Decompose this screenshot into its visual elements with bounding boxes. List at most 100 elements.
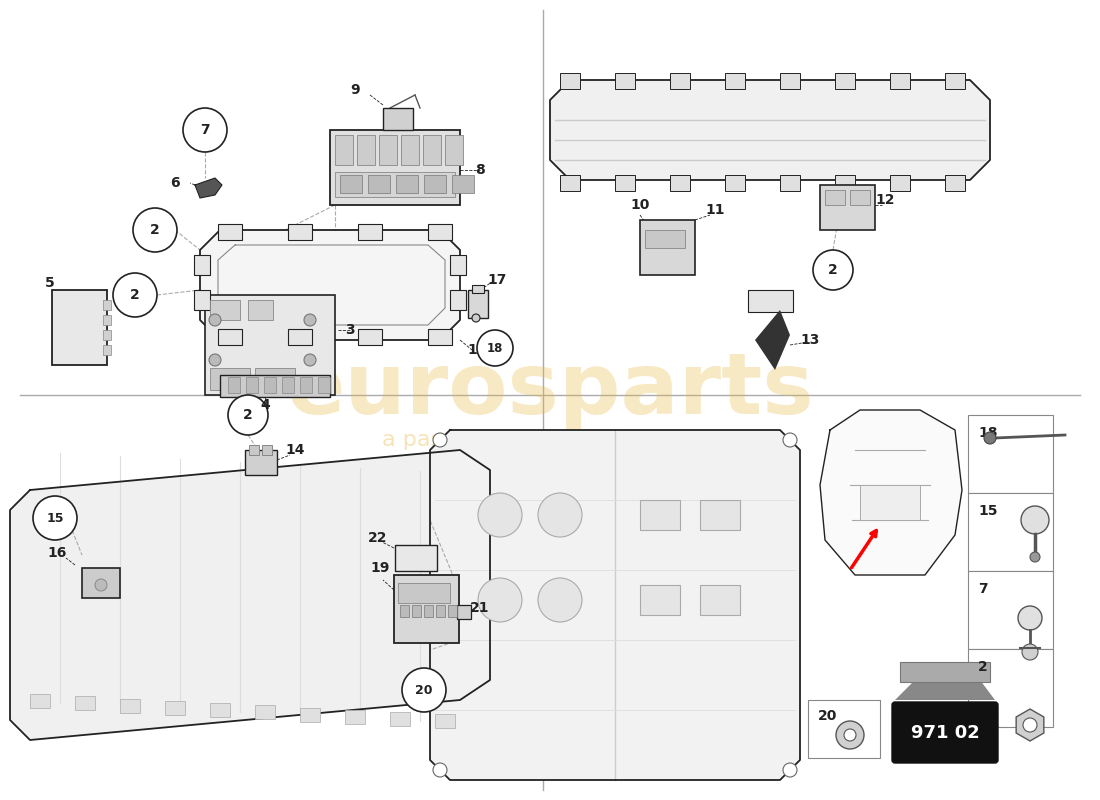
Circle shape: [133, 208, 177, 252]
Text: 22: 22: [368, 531, 387, 545]
Bar: [396, 175, 418, 193]
Text: 20: 20: [416, 683, 432, 697]
Bar: [436, 605, 446, 617]
Bar: [560, 73, 580, 89]
Text: 4: 4: [260, 398, 270, 412]
Bar: [246, 377, 258, 393]
Polygon shape: [755, 310, 790, 370]
Bar: [336, 172, 455, 197]
Bar: [968, 415, 1053, 493]
Polygon shape: [10, 450, 490, 740]
Bar: [808, 700, 880, 758]
Text: 5: 5: [45, 276, 55, 290]
Bar: [379, 135, 397, 165]
Bar: [640, 500, 680, 530]
Bar: [945, 175, 965, 191]
Bar: [890, 73, 910, 89]
Bar: [205, 295, 336, 395]
Text: 7: 7: [200, 123, 210, 137]
Bar: [340, 175, 362, 193]
Bar: [82, 568, 120, 598]
Bar: [300, 707, 320, 722]
Circle shape: [538, 578, 582, 622]
Bar: [615, 73, 635, 89]
Bar: [670, 73, 690, 89]
Bar: [194, 290, 210, 310]
Bar: [700, 585, 740, 615]
Circle shape: [209, 314, 221, 326]
Bar: [210, 703, 230, 717]
Circle shape: [228, 395, 268, 435]
Circle shape: [113, 273, 157, 317]
Text: a passion for parts since 1985: a passion for parts since 1985: [382, 430, 718, 450]
Bar: [560, 175, 580, 191]
Text: 15: 15: [46, 511, 64, 525]
Bar: [358, 135, 375, 165]
Circle shape: [1030, 552, 1040, 562]
Bar: [402, 135, 419, 165]
Bar: [394, 575, 459, 643]
Text: 14: 14: [285, 443, 305, 457]
Text: 21: 21: [471, 601, 490, 615]
Bar: [358, 329, 382, 345]
Text: 10: 10: [630, 198, 650, 212]
Bar: [900, 662, 990, 682]
Bar: [670, 175, 690, 191]
Circle shape: [95, 579, 107, 591]
Bar: [640, 585, 680, 615]
Bar: [452, 175, 474, 193]
Bar: [264, 377, 276, 393]
Bar: [336, 135, 353, 165]
Bar: [835, 73, 855, 89]
Text: 16: 16: [47, 546, 67, 560]
Bar: [218, 329, 242, 345]
Bar: [255, 368, 295, 390]
Bar: [103, 345, 111, 355]
Bar: [468, 290, 488, 318]
Bar: [725, 73, 745, 89]
Bar: [424, 175, 446, 193]
Circle shape: [1018, 606, 1042, 630]
Bar: [255, 706, 275, 719]
Bar: [318, 377, 330, 393]
Bar: [446, 135, 463, 165]
Text: 15: 15: [978, 504, 998, 518]
FancyBboxPatch shape: [892, 702, 998, 763]
Bar: [330, 130, 460, 205]
Text: 7: 7: [978, 582, 988, 596]
Bar: [968, 493, 1053, 571]
Circle shape: [183, 108, 227, 152]
Bar: [640, 220, 695, 275]
Bar: [165, 701, 185, 714]
Text: eurosparts: eurosparts: [286, 349, 814, 431]
Bar: [383, 108, 412, 130]
Bar: [288, 329, 312, 345]
Circle shape: [402, 668, 446, 712]
Text: 971 02: 971 02: [911, 724, 979, 742]
Text: 2: 2: [243, 408, 253, 422]
Bar: [400, 605, 409, 617]
Bar: [615, 175, 635, 191]
Bar: [358, 224, 382, 240]
Text: 3: 3: [345, 323, 355, 337]
Circle shape: [984, 432, 996, 444]
Circle shape: [433, 763, 447, 777]
Text: 11: 11: [705, 203, 725, 217]
Bar: [282, 377, 294, 393]
Bar: [890, 175, 910, 191]
Bar: [748, 290, 793, 312]
Bar: [103, 330, 111, 340]
Polygon shape: [430, 430, 800, 780]
Text: 20: 20: [818, 709, 837, 723]
Text: 2: 2: [978, 660, 988, 674]
Circle shape: [1021, 506, 1049, 534]
Bar: [968, 571, 1053, 649]
Circle shape: [813, 250, 852, 290]
Circle shape: [433, 433, 447, 447]
Circle shape: [304, 354, 316, 366]
Bar: [450, 290, 466, 310]
Bar: [780, 73, 800, 89]
Bar: [412, 605, 421, 617]
Bar: [780, 175, 800, 191]
Circle shape: [1023, 718, 1037, 732]
